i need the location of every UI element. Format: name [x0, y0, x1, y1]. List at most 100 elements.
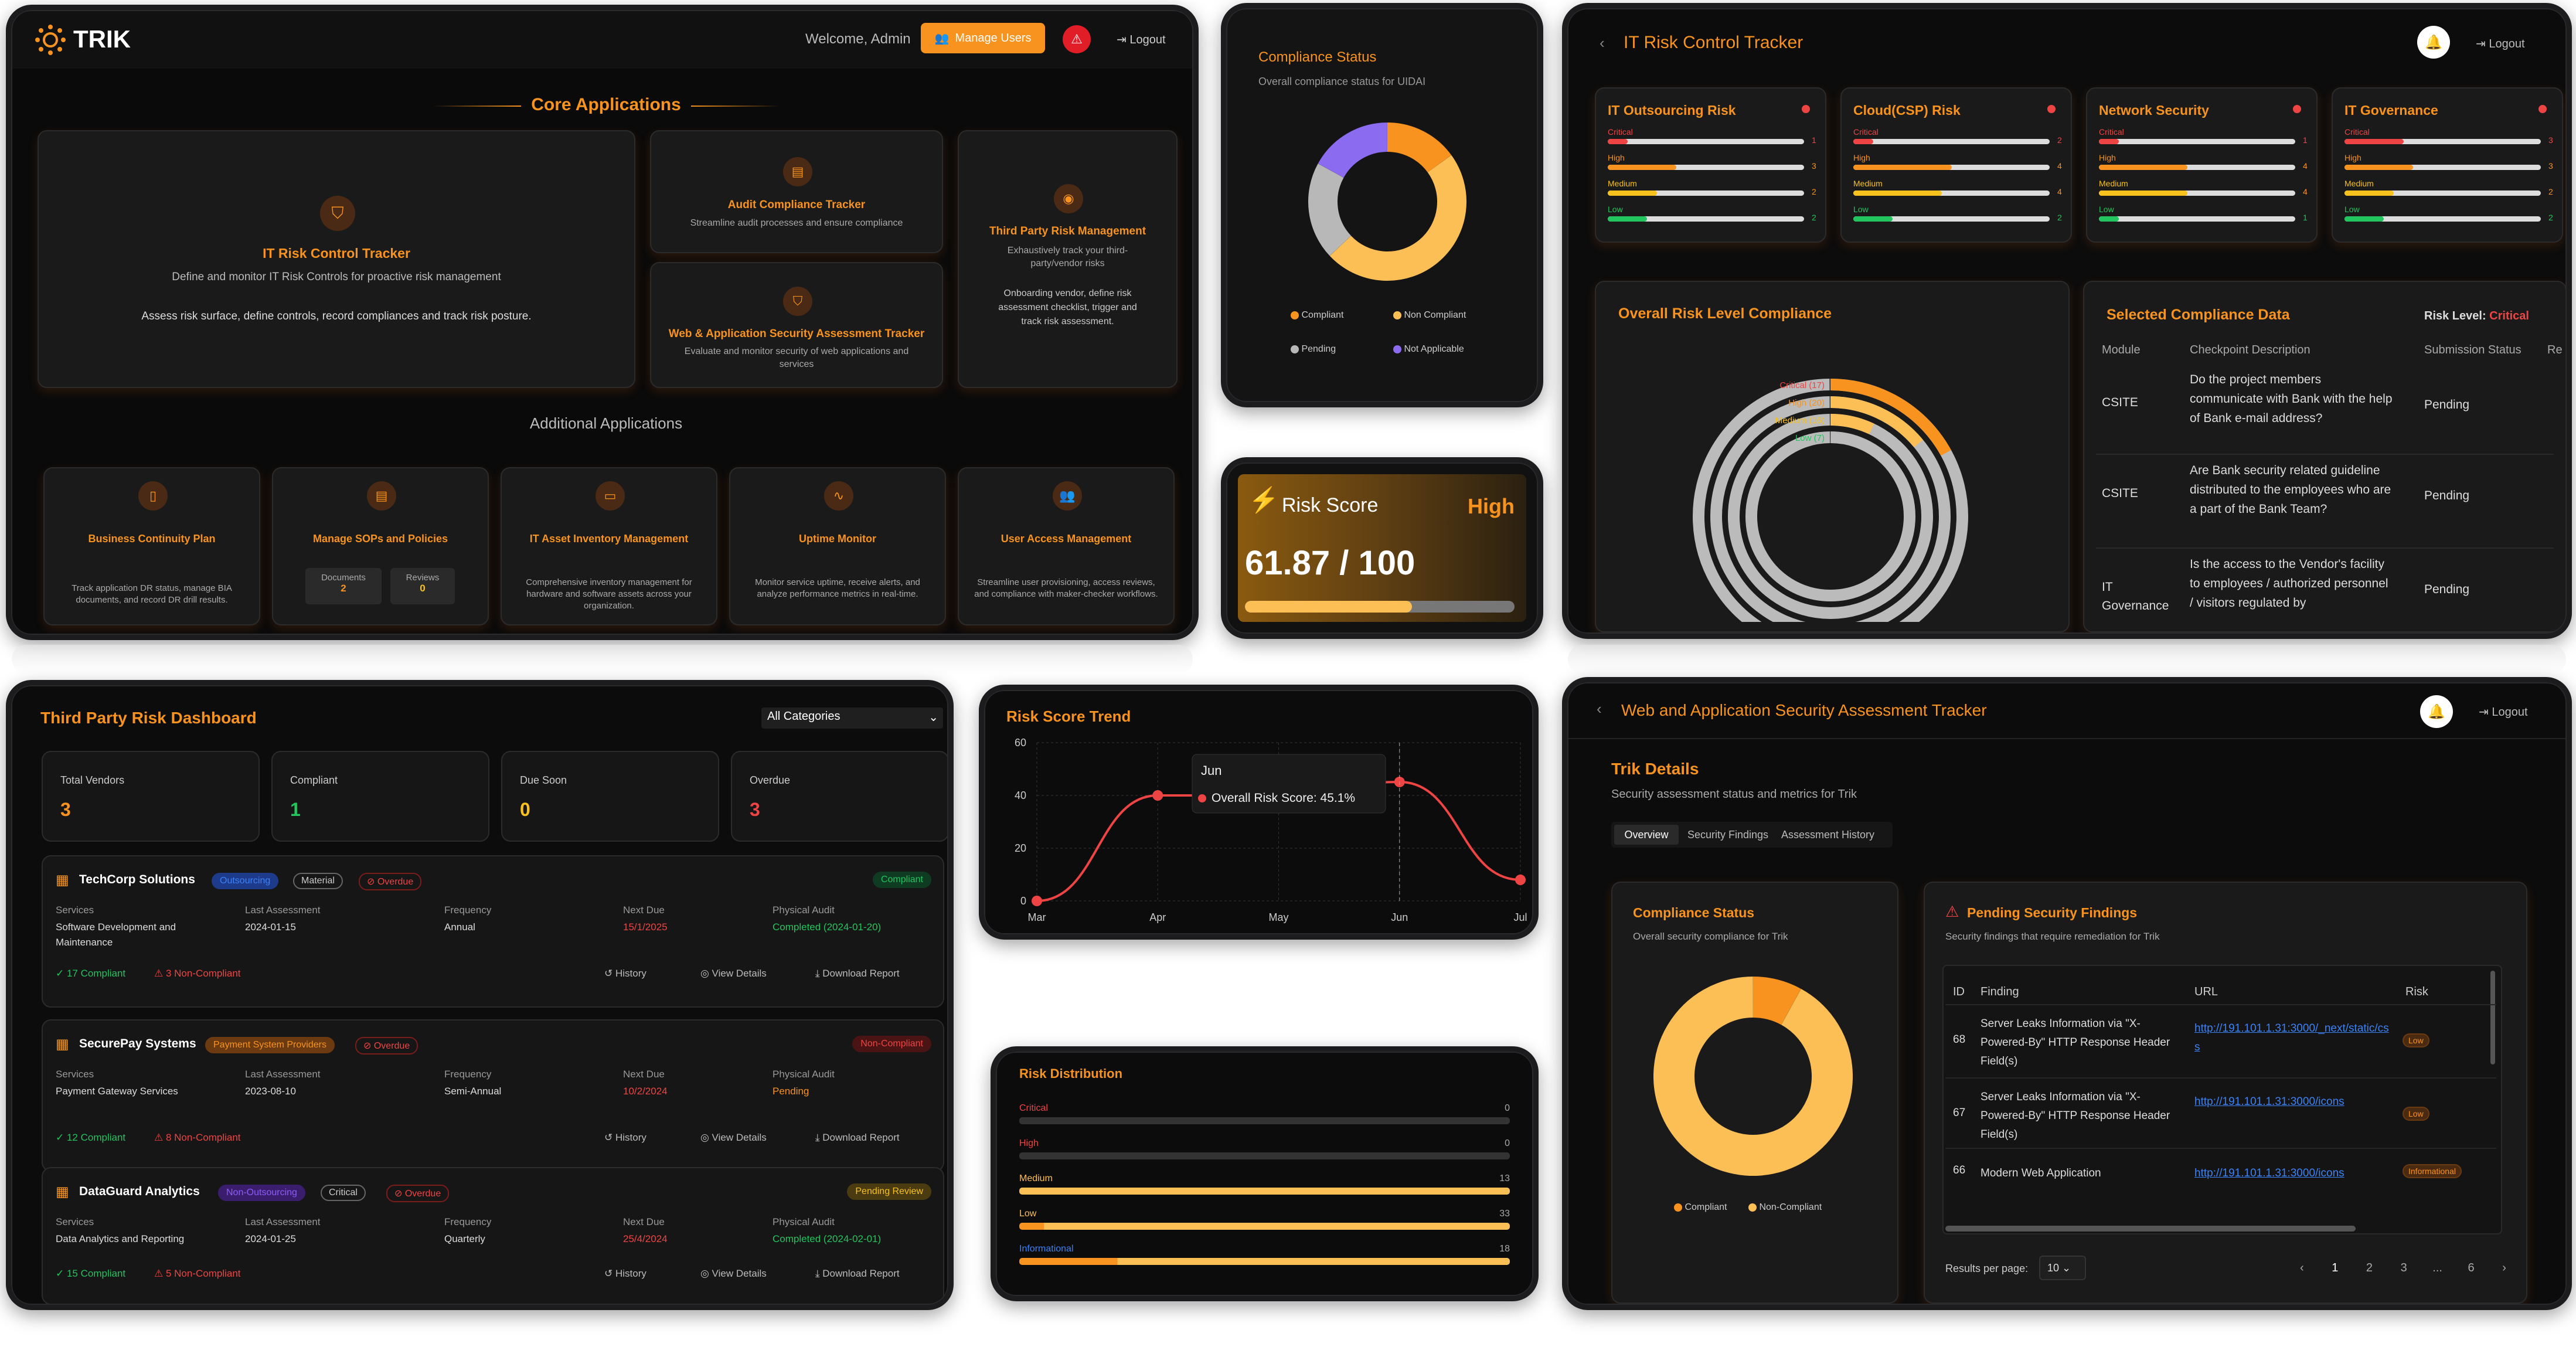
- col-finding: Finding: [1981, 985, 2019, 998]
- page-2[interactable]: 2: [2366, 1261, 2373, 1274]
- bell-icon[interactable]: 🔔: [2420, 695, 2453, 728]
- view-details-button[interactable]: ◎ View Details: [700, 1132, 767, 1143]
- overdue-tag: ⊘ Overdue: [355, 1037, 418, 1055]
- cell-url[interactable]: http://191.101.1.31:3000/icons: [2194, 1096, 2344, 1108]
- prev-page-icon[interactable]: ‹: [2300, 1261, 2304, 1274]
- view-details-button[interactable]: ◎ View Details: [700, 1268, 767, 1279]
- data-point[interactable]: [1032, 896, 1042, 906]
- vendor-card[interactable]: ▦ DataGuard Analytics Non-Outsourcing Criti…: [42, 1167, 944, 1305]
- tab-security-findings[interactable]: Security Findings: [1687, 829, 1769, 841]
- app-desc: Exhaustively track your third-party/vend…: [1007, 246, 1128, 268]
- manage-users-button[interactable]: 👥 Manage Users: [921, 23, 1045, 53]
- app-card-waps[interactable]: ⛉ Web & Application Security Assessment …: [650, 262, 943, 388]
- back-icon[interactable]: ‹: [1600, 34, 1605, 52]
- x-tick-label: Apr: [1149, 911, 1166, 923]
- history-button[interactable]: ↺ History: [604, 1268, 646, 1279]
- ring-track: [1727, 414, 1933, 619]
- shield-icon: ⛉: [320, 196, 355, 231]
- risk-category-card[interactable]: IT Governance Critical 3 High 3 Medium 2 Low 2: [2332, 87, 2563, 243]
- cell-desc: Is the access to the Vendor's facility t…: [2190, 557, 2388, 610]
- col-desc: Checkpoint Description: [2190, 343, 2310, 356]
- level-bar-fill: [2344, 165, 2414, 170]
- tab-assessment-history[interactable]: Assessment History: [1781, 829, 1875, 841]
- app-card-audit[interactable]: ▤ Audit Compliance Tracker Streamline au…: [650, 130, 943, 253]
- overall-risk-card: Overall Risk Level Compliance Critical (…: [1595, 281, 2070, 632]
- stat-value: 1: [290, 799, 301, 820]
- field-label: Last Assessment: [245, 904, 321, 916]
- logout-button[interactable]: ⇥ Logout: [1117, 32, 1166, 47]
- page-3[interactable]: 3: [2400, 1261, 2407, 1274]
- y-tick-label: 20: [1015, 842, 1026, 854]
- page-6[interactable]: 6: [2468, 1261, 2475, 1274]
- app-card-bcp[interactable]: ▯ Business Continuity Plan Track applica…: [43, 467, 260, 625]
- level-bar: [2344, 191, 2541, 196]
- col-re: Re: [2547, 343, 2563, 356]
- app-card-asset[interactable]: ▭ IT Asset Inventory Management Comprehe…: [501, 467, 717, 625]
- level-count: 3: [1812, 161, 1816, 171]
- dist-bar-fill: [1019, 1223, 1510, 1230]
- users-icon: 👥: [1053, 481, 1082, 511]
- level-count: 2: [1812, 213, 1816, 222]
- back-icon[interactable]: ‹: [1597, 700, 1602, 717]
- app-desc-2: Assess risk surface, define controls, re…: [141, 310, 532, 322]
- compliance-donut: [1308, 123, 1466, 281]
- app-title: Business Continuity Plan: [88, 533, 216, 545]
- ring-label: Medium (16): [1775, 416, 1825, 426]
- stat-card: Compliant 1: [271, 751, 489, 842]
- risk-level-label: Risk Level:: [2424, 309, 2486, 322]
- download-report-button[interactable]: ⤓ Download Report: [815, 968, 900, 979]
- app-card-uptime[interactable]: ∿ Uptime Monitor Monitor service uptime,…: [729, 467, 946, 625]
- vendor-card[interactable]: ▦ TechCorp Solutions Outsourcing Material ⊘ …: [42, 855, 944, 1008]
- risk-category-card[interactable]: IT Outsourcing Risk Critical 1 High 3 Medium 2…: [1595, 87, 1826, 243]
- app-card-tprm[interactable]: ◉ Third Party Risk Management Exhaustive…: [958, 130, 1178, 388]
- ring-value-medium: [1830, 414, 1874, 434]
- rpp-select[interactable]: 10 ⌄: [2039, 1256, 2086, 1280]
- page-1[interactable]: 1: [2332, 1261, 2339, 1274]
- building-icon: ▦: [56, 872, 69, 888]
- download-report-button[interactable]: ⤓ Download Report: [815, 1268, 900, 1279]
- bell-icon[interactable]: 🔔: [2417, 26, 2450, 59]
- app-card-uam[interactable]: 👥 User Access Management Streamline user…: [958, 467, 1175, 625]
- category-tag: Payment System Providers: [205, 1037, 335, 1053]
- category-tag: Outsourcing: [212, 873, 279, 889]
- field-value-last: 2023-08-10: [245, 1086, 296, 1097]
- cell-url[interactable]: http://191.101.1.31:3000/icons: [2194, 1167, 2344, 1179]
- stat-card: Due Soon 0: [501, 751, 719, 842]
- risk-category-card[interactable]: Cloud(CSP) Risk Critical 2 High 4 Medium 4 Low 2: [1840, 87, 2072, 243]
- additional-apps-title: Additional Applications: [529, 414, 683, 432]
- app-card-sops[interactable]: ▤ Manage SOPs and Policies Documents 2 R…: [272, 467, 489, 625]
- legend-label: Non Compliant: [1404, 310, 1466, 320]
- logout-icon: ⇥: [1117, 33, 1130, 46]
- dist-label: Medium: [1019, 1173, 1053, 1183]
- cell-url[interactable]: http://191.101.1.31:3000/_next/static/cs…: [2194, 1022, 2389, 1053]
- data-point[interactable]: [1152, 790, 1163, 801]
- level-bar: [1853, 191, 2050, 196]
- cell-id: 66: [1953, 1164, 1966, 1176]
- risk-badge: Low: [2403, 1107, 2429, 1121]
- cell-status: Pending: [2424, 489, 2470, 502]
- download-report-button[interactable]: ⤓ Download Report: [815, 1132, 900, 1143]
- stat-label: Due Soon: [520, 774, 567, 786]
- logo-icon: [33, 23, 67, 57]
- x-tick-label: Mar: [1028, 911, 1046, 923]
- logout-button[interactable]: ⇥ Logout: [2476, 38, 2525, 50]
- tab-overview[interactable]: Overview: [1614, 825, 1679, 845]
- history-button[interactable]: ↺ History: [604, 1132, 646, 1143]
- category-select[interactable]: All Categories ⌄: [761, 707, 943, 729]
- level-bar-fill: [1608, 165, 1677, 170]
- view-details-button[interactable]: ◎ View Details: [700, 968, 767, 979]
- next-page-icon[interactable]: ›: [2502, 1261, 2506, 1274]
- risk-category-card[interactable]: Network Security Critical 1 High 4 Medium 4 Low…: [2086, 87, 2318, 243]
- data-point[interactable]: [1515, 875, 1526, 885]
- vendor-card[interactable]: ▦ SecurePay Systems Payment System Provide…: [42, 1019, 944, 1172]
- page-ellipsis: ...: [2432, 1261, 2442, 1274]
- app-card-irct[interactable]: ⛉ IT Risk Control Tracker Define and mon…: [38, 130, 635, 388]
- vertical-scrollbar[interactable]: [2490, 971, 2495, 1064]
- alert-button[interactable]: ⚠: [1063, 25, 1091, 53]
- logout-button[interactable]: ⇥ Logout: [2479, 706, 2528, 719]
- selected-title: Selected Compliance Data: [2107, 307, 2290, 323]
- horizontal-scrollbar[interactable]: [1945, 1226, 2356, 1232]
- app-desc: Track application DR status, manage BIA …: [72, 583, 232, 605]
- level-bar-fill: [1608, 139, 1628, 144]
- history-button[interactable]: ↺ History: [604, 968, 646, 979]
